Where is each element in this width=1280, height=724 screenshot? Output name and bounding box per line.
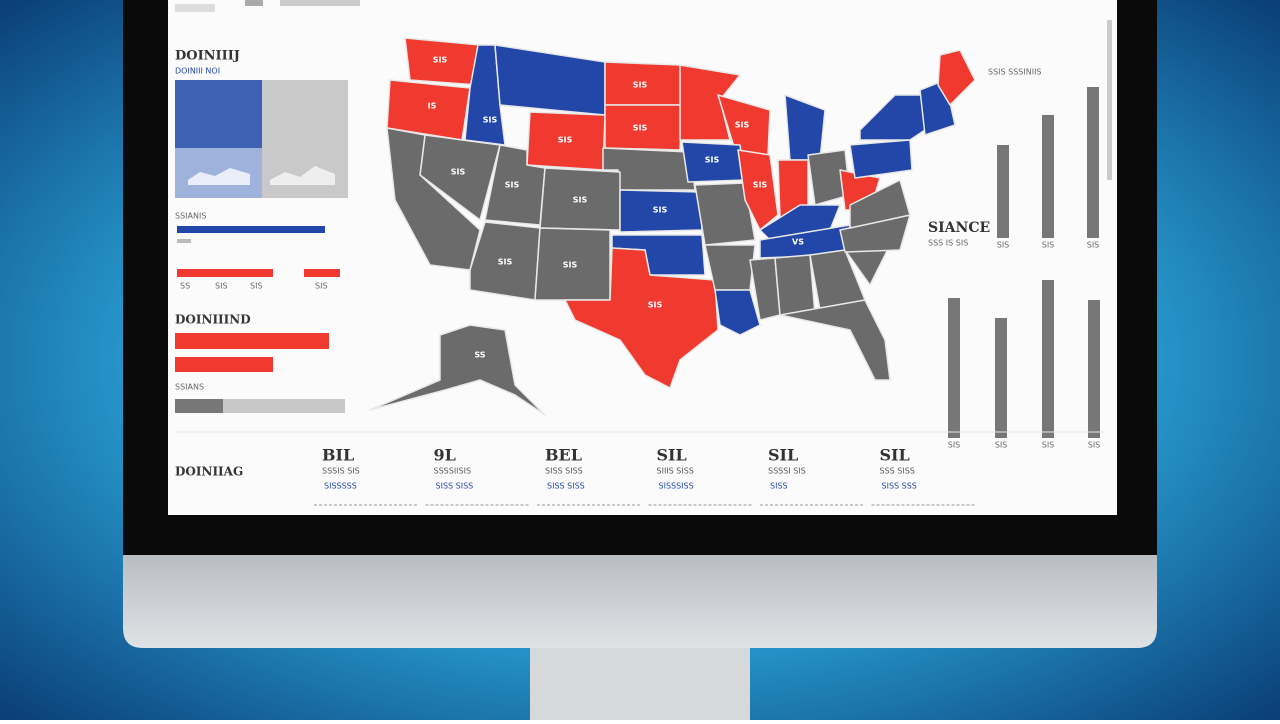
monitor-chin [123,555,1157,648]
section-title: DOINIIIND [175,313,251,327]
bar [304,269,340,277]
state[interactable] [369,324,546,416]
bar [175,357,273,372]
bar [1042,280,1054,438]
us-map [369,37,976,416]
panel-title: SIANCE [928,220,990,236]
state-label: SIS [558,136,573,145]
state[interactable] [604,104,683,151]
axis-label: SIS [215,282,228,291]
state-label: SIS [633,124,648,133]
state[interactable] [737,149,779,231]
state-label: SIS [563,261,578,270]
state[interactable] [714,289,761,336]
state[interactable] [469,221,541,301]
header-subtitle: DOINIII NOI [175,67,220,76]
stat-value: SIL [768,446,798,465]
bar [175,399,223,413]
state-label: SIS [735,121,750,130]
bar [175,333,329,349]
bar-label: SIS [1088,441,1101,450]
stat-sub: SISS SISS [547,482,585,491]
bar-label: SIS [995,441,1008,450]
stat-value: SIL [880,446,910,465]
state[interactable] [386,127,481,271]
stat-label: SSSSIISIS [434,467,472,476]
bar-label: SIS [1042,441,1055,450]
stat-label: SIIIS SISS [657,467,694,476]
stats-row: BIL SSSIS SIS SISSSSS 9L SSSSIISIS SISS SISS B… [314,446,975,506]
state[interactable] [937,49,976,106]
bar [177,226,325,233]
bar [1087,87,1099,238]
state-label: IS [428,102,437,111]
state-label: SIS [573,196,588,205]
bar-label: SIS [997,241,1010,250]
bar [948,298,960,438]
stat-sub: SISS SSS [882,482,917,491]
state[interactable] [849,179,911,229]
state-label: VS [792,238,804,247]
axis-label: SS [180,282,190,291]
stat-label: SSSSI SIS [768,467,806,476]
bar-label: SIS [948,441,961,450]
stat-sub: SISSSSS [324,482,357,491]
state-label: SIS [753,181,768,190]
bar-label: SSIANIS [175,212,206,221]
state-label: SIS [483,116,498,125]
bar [1088,300,1100,438]
state[interactable] [694,182,756,246]
tab[interactable] [245,0,263,6]
axis-label: SIS [250,282,263,291]
sparkline [270,166,335,185]
chart-caption: SSIS SSSINIIS [988,68,1042,77]
state-label: SIS [633,81,648,90]
state[interactable] [564,247,719,389]
bar [177,239,191,243]
stat-value: BIL [322,446,354,465]
state-label: SIS [505,181,520,190]
panel-subtitle: SSS IS SIS [928,239,968,248]
tab[interactable] [175,4,215,12]
state-label: SIS [705,156,720,165]
state-label: SIS [451,168,466,177]
bar [1042,115,1054,238]
sparkline [188,168,250,185]
bar [995,318,1007,438]
state-label: SS [474,351,485,360]
footer-title: DOINIIAG [175,465,243,479]
state[interactable] [774,254,816,316]
axis-label: SIS [315,282,328,291]
bar [997,145,1009,238]
monitor-stand [530,640,750,720]
tile-footer [175,148,262,198]
bar [177,269,273,277]
state-label: SIS [653,206,668,215]
stat-label: SISS SISS [545,467,583,476]
state[interactable] [849,139,913,179]
stat-label: SSS SISS [880,467,915,476]
stat-value: SIL [657,446,687,465]
state-label: SIS [648,301,663,310]
state-label: SIS [433,56,448,65]
scrollbar[interactable] [1107,20,1112,180]
stat-sub: SISSSISS [659,482,694,491]
tab[interactable] [280,0,360,6]
stat-label: SSSIS SIS [322,467,360,476]
header-title: DOINIIIJ [175,49,240,64]
stat-value: BEL [545,446,582,465]
state[interactable] [779,299,891,381]
stat-sub: SISS SISS [436,482,474,491]
bar-label: SSIANS [175,383,204,392]
bar-label: SIS [1042,241,1055,250]
bar-label: SIS [1087,241,1100,250]
stat-sub: SISS [770,482,788,491]
state-label: SIS [498,258,513,267]
stat-value: 9L [434,446,456,465]
